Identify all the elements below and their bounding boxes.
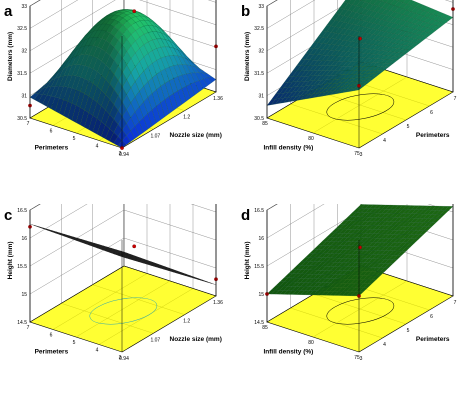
z-tick-label: 16 bbox=[21, 236, 27, 242]
y-tick-label: 7 bbox=[454, 300, 457, 306]
response-surface bbox=[29, 9, 217, 149]
floor-contour bbox=[89, 297, 158, 325]
z-tick-label: 31.5 bbox=[17, 71, 27, 77]
x-axis-label: Perimeters bbox=[35, 145, 69, 152]
y-axis-label: Perimeters bbox=[416, 336, 450, 343]
surface-cell bbox=[395, 0, 400, 2]
response-surface bbox=[266, 0, 454, 106]
y-tick-label: 4 bbox=[383, 138, 386, 144]
x-tick-label: 75 bbox=[354, 355, 360, 361]
y-tick-label: 6 bbox=[430, 110, 433, 116]
y-tick-label: 0.94 bbox=[119, 152, 129, 158]
x-tick-label: 5 bbox=[73, 340, 76, 346]
y-tick-label: 7 bbox=[454, 96, 457, 102]
x-tick-label: 4 bbox=[96, 144, 99, 150]
z-tick-label: 15.5 bbox=[17, 264, 27, 270]
x-tick-label: 3 bbox=[119, 151, 122, 157]
z-tick-label: 32 bbox=[21, 49, 27, 55]
y-axis-label: Perimeters bbox=[416, 132, 450, 139]
x-tick-label: 7 bbox=[27, 121, 30, 127]
z-tick-label: 16 bbox=[258, 236, 264, 242]
y-tick-label: 3 bbox=[360, 152, 363, 158]
z-axis-label: Diameters (mm) bbox=[7, 32, 14, 81]
response-surface bbox=[29, 223, 217, 285]
z-tick-label: 32.5 bbox=[17, 26, 27, 32]
x-tick-label: 7 bbox=[27, 325, 30, 331]
panel-letter: d bbox=[241, 207, 250, 224]
y-axis-label: Nozzle size (mm) bbox=[170, 336, 222, 343]
floor-gridline bbox=[92, 284, 185, 315]
panel-b: 30.5 31 31.5 32 32.5 33 Diameters (mm) 75 80 85 In… bbox=[237, 0, 474, 204]
x-tick-label: 80 bbox=[308, 136, 314, 142]
z-tick-label: 33 bbox=[21, 4, 27, 10]
wall-gridline bbox=[266, 0, 454, 29]
z-tick-label: 15 bbox=[21, 292, 27, 298]
x-tick-label: 6 bbox=[50, 333, 53, 339]
floor-gridline bbox=[75, 280, 171, 338]
floor-contour bbox=[326, 297, 395, 325]
y-tick-label: 4 bbox=[383, 342, 386, 348]
y-tick-label: 1.36 bbox=[213, 96, 223, 102]
surface-plot-c: 14.5 15 15.5 16 16.5 Height (mm) 3 4 5 6 7 Perimete… bbox=[4, 204, 223, 362]
y-tick-label: 3 bbox=[360, 356, 363, 362]
panel-letter: a bbox=[4, 3, 13, 20]
surface-plot-a: 30.5 31 31.5 32 32.5 33 Diameters (mm) 3 4 5 6 7 Per… bbox=[4, 0, 223, 158]
x-tick-label: 75 bbox=[354, 151, 360, 157]
y-tick-label: 1.2 bbox=[183, 115, 190, 121]
floor-gridline bbox=[313, 293, 407, 325]
y-tick-label: 0.94 bbox=[119, 356, 129, 362]
z-axis-label: Diameters (mm) bbox=[244, 32, 251, 81]
panel-letter: c bbox=[4, 207, 12, 224]
x-tick-label: 85 bbox=[262, 325, 268, 331]
x-axis-label: Perimeters bbox=[35, 349, 69, 356]
floor-gridline bbox=[52, 273, 148, 330]
z-tick-label: 30.5 bbox=[17, 116, 27, 122]
z-tick-label: 31 bbox=[258, 93, 264, 99]
y-axis-label: Nozzle size (mm) bbox=[170, 132, 222, 139]
panel-letter: b bbox=[241, 3, 250, 20]
x-tick-label: 5 bbox=[73, 136, 76, 142]
y-tick-label: 5 bbox=[407, 124, 410, 130]
z-tick-label: 31 bbox=[21, 93, 27, 99]
floor-gridline bbox=[61, 303, 154, 334]
x-axis-label: Infill density (%) bbox=[263, 145, 313, 152]
z-tick-label: 31.5 bbox=[254, 71, 264, 77]
x-tick-label: 80 bbox=[308, 340, 314, 346]
x-tick-label: 6 bbox=[50, 129, 53, 135]
panel-a: 30.5 31 31.5 32 32.5 33 Diameters (mm) 3 4 5 6 7 Per… bbox=[0, 0, 237, 204]
y-tick-label: 5 bbox=[407, 328, 410, 334]
z-tick-label: 14.5 bbox=[17, 320, 27, 326]
x-axis-label: Infill density (%) bbox=[263, 349, 313, 356]
x-tick-label: 85 bbox=[262, 121, 268, 127]
z-tick-label: 16.5 bbox=[17, 208, 27, 214]
wall-gridline bbox=[266, 204, 454, 239]
x-tick-label: 4 bbox=[96, 348, 99, 354]
y-tick-label: 6 bbox=[430, 314, 433, 320]
z-tick-label: 16.5 bbox=[254, 208, 264, 214]
design-point bbox=[132, 244, 137, 249]
y-tick-label: 1.07 bbox=[150, 133, 160, 139]
z-tick-label: 32 bbox=[258, 49, 264, 55]
y-tick-label: 1.36 bbox=[213, 300, 223, 306]
z-tick-label: 33 bbox=[258, 4, 264, 10]
z-axis-label: Height (mm) bbox=[7, 241, 14, 279]
z-axis-label: Height (mm) bbox=[244, 241, 251, 279]
y-tick-label: 1.07 bbox=[150, 337, 160, 343]
y-tick-label: 1.2 bbox=[183, 319, 190, 325]
floor-contour bbox=[326, 93, 395, 121]
z-tick-label: 15.5 bbox=[254, 264, 264, 270]
z-tick-label: 30.5 bbox=[254, 116, 264, 122]
x-tick-label: 3 bbox=[119, 355, 122, 361]
panel-d: 14.5 15 15.5 16 16.5 Height (mm) 75 80 85 Infill … bbox=[237, 204, 474, 408]
design-point bbox=[132, 9, 137, 14]
z-tick-label: 14.5 bbox=[254, 320, 264, 326]
panel-c: 14.5 15 15.5 16 16.5 Height (mm) 3 4 5 6 7 Perimete… bbox=[0, 204, 237, 408]
z-tick-label: 32.5 bbox=[254, 26, 264, 32]
z-tick-label: 15 bbox=[258, 292, 264, 298]
response-surface bbox=[266, 204, 454, 297]
